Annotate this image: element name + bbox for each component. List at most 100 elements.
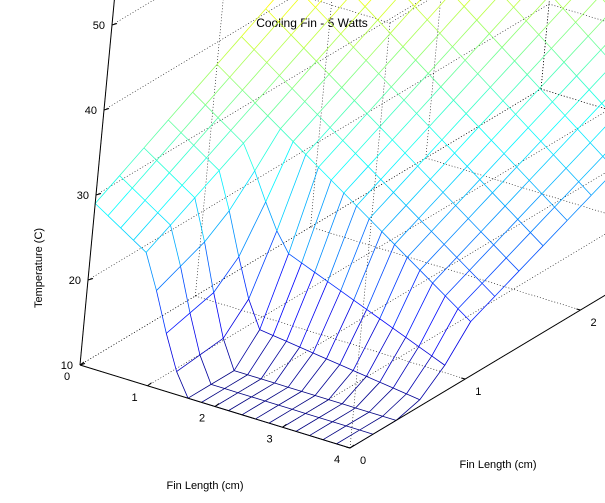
mesh-segment — [430, 152, 455, 180]
mesh-segment — [377, 0, 397, 21]
mesh-segment — [432, 282, 446, 297]
mesh-segment — [540, 115, 566, 142]
mesh-segment — [278, 0, 299, 23]
y-gridline-vertical — [425, 0, 441, 159]
mesh-segment — [243, 142, 256, 171]
mesh-segment — [342, 140, 356, 154]
y-tick-mark — [345, 446, 351, 449]
y-gridline-vertical — [195, 0, 224, 297]
mesh-segment — [145, 252, 157, 291]
mesh-segment — [301, 262, 315, 273]
mesh-segment — [107, 215, 121, 229]
mesh-segment — [133, 212, 159, 241]
mesh-segment — [265, 201, 278, 231]
mesh-segment — [169, 172, 183, 186]
mesh-segment — [217, 89, 243, 118]
mesh-segment — [564, 115, 578, 130]
mesh-segment — [305, 127, 331, 155]
mesh-segment — [366, 86, 392, 114]
mesh-segment — [444, 321, 471, 366]
mesh-segment — [157, 212, 171, 226]
mesh-segment — [230, 130, 244, 144]
mesh-segment — [309, 421, 333, 436]
mesh-segment — [327, 0, 347, 21]
mesh-segment — [426, 0, 446, 21]
mesh-segment — [366, 327, 394, 377]
mesh-segment — [355, 407, 370, 413]
mesh-segment — [444, 270, 470, 297]
mesh-segment — [577, 103, 603, 130]
mesh-segment — [381, 205, 407, 232]
mesh-segment — [526, 48, 552, 75]
mesh-segment — [404, 126, 430, 154]
y-gridline-floor — [195, 295, 466, 380]
mesh-segment — [469, 244, 494, 271]
mesh-segment — [119, 147, 145, 176]
mesh-segment — [525, 0, 546, 22]
x-tick-label: 4 — [334, 454, 340, 466]
mesh-segment — [392, 270, 421, 329]
mesh-segment — [393, 192, 407, 206]
mesh-segment — [501, 20, 527, 48]
mesh-segment — [541, 193, 555, 208]
mesh-segment — [180, 241, 205, 267]
mesh-segment — [553, 128, 578, 156]
mesh-segment — [406, 355, 433, 395]
mesh-segment — [272, 262, 302, 336]
mesh-segment — [456, 231, 482, 258]
mesh-segment — [501, 47, 515, 62]
mesh-segment — [564, 89, 590, 116]
y-gridline-vertical — [540, 0, 550, 90]
mesh-segment — [392, 139, 406, 154]
mesh-segment — [156, 290, 167, 334]
mesh-segment — [379, 318, 393, 329]
mesh-segment — [317, 87, 343, 115]
mesh-segment — [426, 19, 441, 34]
mesh-segment — [368, 192, 394, 219]
mesh-segment — [417, 139, 443, 167]
mesh-segment — [465, 86, 491, 114]
mesh-segment — [588, 89, 603, 104]
mesh-segment — [479, 153, 505, 180]
mesh-segment — [504, 205, 519, 220]
mesh-segment — [414, 0, 421, 7]
mesh-segment — [380, 152, 406, 180]
mesh-segment — [205, 104, 219, 118]
mesh-segment — [502, 100, 516, 115]
z-tick-mark — [95, 193, 102, 196]
mesh-segment — [467, 218, 482, 233]
mesh-segment — [329, 127, 344, 141]
mesh-segment — [352, 318, 381, 371]
mesh-segment — [354, 73, 379, 101]
mesh-segment — [443, 244, 458, 258]
mesh-segment — [216, 36, 242, 65]
mesh-segment — [204, 241, 215, 293]
mesh-segment — [417, 165, 431, 180]
mesh-segment — [318, 417, 333, 423]
mesh-segment — [366, 309, 380, 320]
mesh-segment — [194, 197, 205, 243]
mesh-segment — [237, 378, 262, 394]
mesh-segment — [440, 59, 466, 88]
mesh-segment — [341, 87, 355, 101]
mesh-segment — [364, 0, 372, 7]
y-tick-mark — [461, 377, 466, 380]
mesh-segment — [418, 346, 433, 357]
mesh-segment — [328, 74, 343, 88]
mesh-segment — [312, 290, 342, 354]
mesh-segment — [455, 205, 469, 219]
mesh-segment — [336, 429, 360, 445]
mesh-segment — [406, 393, 420, 401]
mesh-segment — [464, 59, 479, 75]
mesh-segment — [441, 113, 467, 141]
mesh-segment — [600, 49, 605, 56]
x-axis-label: Fin Length (cm) — [166, 480, 243, 492]
mesh-segment — [301, 390, 316, 396]
mesh-segment — [552, 75, 577, 103]
mesh-segment — [176, 371, 189, 399]
mesh-segment — [216, 64, 231, 78]
mesh-segment — [332, 407, 356, 423]
mesh-segment — [329, 100, 355, 128]
mesh-segment — [181, 157, 207, 186]
mesh-segment — [322, 425, 347, 441]
